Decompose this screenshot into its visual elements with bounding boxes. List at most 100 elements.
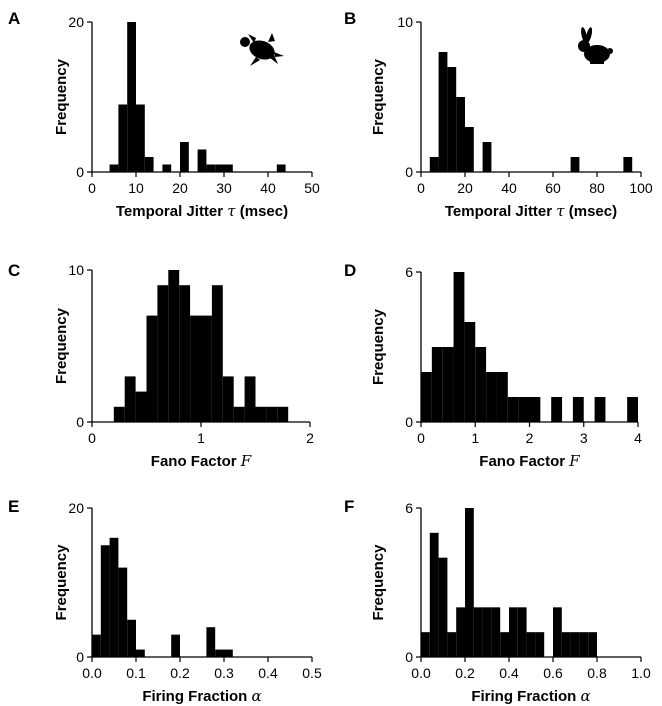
histogram-bar bbox=[465, 127, 474, 172]
histogram-bar bbox=[277, 406, 289, 422]
panel-a: A 0 10 20 30 40 50 0 20 Temporal Jitter τ (msec) F… bbox=[8, 9, 320, 220]
histogram-bar bbox=[421, 372, 432, 422]
histogram-bar bbox=[507, 397, 519, 422]
histogram-bar bbox=[475, 347, 487, 422]
panel-f: F 0.0 0.2 0.4 0.6 0.8 1.0 0 6 Firing Fraction α Fr… bbox=[344, 497, 651, 705]
x-axis-label: Temporal Jitter τ (msec) bbox=[116, 202, 288, 220]
y-tick-label: 0 bbox=[405, 414, 413, 430]
x-tick-label: 20 bbox=[457, 180, 473, 196]
x-tick-label: 0.4 bbox=[258, 665, 278, 681]
y-axis-label: Frequency bbox=[370, 544, 387, 621]
histogram-bar bbox=[211, 285, 223, 422]
histogram-bar bbox=[453, 272, 465, 422]
rabbit-icon bbox=[578, 27, 613, 64]
histogram-bar bbox=[136, 104, 145, 172]
histogram-bar bbox=[627, 397, 638, 422]
panel-letter: E bbox=[8, 497, 19, 516]
histogram-bar bbox=[109, 164, 119, 172]
x-tick-label: 60 bbox=[545, 180, 561, 196]
histogram-bar bbox=[100, 545, 110, 657]
panel-d: D 0 1 2 3 4 0 6 Fano Factor F Frequency bbox=[344, 261, 642, 470]
y-axis-label: Frequency bbox=[53, 544, 70, 621]
histogram-bar bbox=[118, 567, 128, 657]
turtle-icon bbox=[240, 33, 284, 66]
x-axis-label: Fano Factor F bbox=[151, 452, 252, 470]
histogram-bar bbox=[109, 537, 119, 657]
histogram-bar bbox=[144, 157, 154, 172]
histogram-bar bbox=[215, 649, 224, 657]
x-tick-label: 0.0 bbox=[411, 665, 431, 681]
x-tick-label: 80 bbox=[589, 180, 605, 196]
histogram-bar bbox=[456, 607, 465, 657]
y-tick-label: 10 bbox=[68, 262, 84, 278]
x-tick-label: 3 bbox=[580, 430, 588, 446]
histogram-bar bbox=[206, 627, 216, 657]
histogram-bar bbox=[276, 164, 286, 172]
y-tick-label: 0 bbox=[405, 649, 413, 665]
y-tick-label: 0 bbox=[405, 164, 413, 180]
x-tick-label: 40 bbox=[260, 180, 276, 196]
histogram-bar bbox=[486, 372, 497, 422]
histogram-bar bbox=[197, 149, 207, 172]
histogram-bar bbox=[135, 391, 147, 422]
histogram-bar bbox=[136, 649, 145, 657]
histogram-bar bbox=[588, 632, 597, 657]
histogram-bar bbox=[162, 164, 172, 172]
histogram-bar bbox=[623, 157, 633, 172]
x-tick-label: 0.6 bbox=[543, 665, 563, 681]
histogram-bar bbox=[561, 632, 571, 657]
histogram-bar bbox=[157, 285, 169, 422]
x-tick-label: 1.0 bbox=[631, 665, 651, 681]
histogram-bar bbox=[171, 634, 180, 657]
panel-letter: A bbox=[8, 9, 20, 28]
x-tick-label: 100 bbox=[629, 180, 653, 196]
histogram-bar bbox=[517, 607, 527, 657]
panel-c: C 0 1 2 0 10 Fano Factor F Frequency bbox=[8, 261, 314, 470]
x-tick-label: 4 bbox=[634, 430, 642, 446]
x-tick-label: 0.8 bbox=[587, 665, 607, 681]
y-tick-label: 10 bbox=[397, 14, 413, 30]
x-tick-label: 0.3 bbox=[214, 665, 234, 681]
y-tick-label: 0 bbox=[76, 649, 84, 665]
histogram-bar bbox=[456, 97, 465, 172]
histogram-bar bbox=[465, 508, 474, 657]
histogram-bar bbox=[222, 376, 234, 422]
y-tick-label: 20 bbox=[68, 500, 84, 516]
histogram-bar bbox=[224, 164, 233, 172]
x-tick-label: 50 bbox=[304, 180, 320, 196]
x-tick-label: 0 bbox=[417, 430, 425, 446]
y-axis-label: Frequency bbox=[370, 58, 387, 135]
x-tick-label: 0 bbox=[88, 430, 96, 446]
y-tick-label: 20 bbox=[68, 14, 84, 30]
histogram-bar bbox=[206, 164, 216, 172]
histogram-bar bbox=[442, 347, 454, 422]
histogram-bar bbox=[553, 607, 562, 657]
panel-e: E 0.0 0.1 0.2 0.3 0.4 0.5 0 20 Firing Fraction α F… bbox=[8, 497, 322, 705]
x-axis-label: Firing Fraction α bbox=[142, 687, 261, 705]
histogram-bar bbox=[233, 406, 245, 422]
y-tick-label: 6 bbox=[405, 500, 413, 516]
panel-letter: C bbox=[8, 261, 20, 280]
histogram-bar bbox=[570, 157, 580, 172]
x-axis-label: Fano Factor F bbox=[479, 452, 580, 470]
histogram-bar bbox=[594, 397, 606, 422]
histogram-bar bbox=[190, 315, 201, 422]
panel-letter: D bbox=[344, 261, 356, 280]
histogram-bar bbox=[526, 632, 536, 657]
histogram-bar bbox=[529, 397, 541, 422]
histogram-bar bbox=[180, 142, 189, 172]
histogram-bar bbox=[572, 397, 584, 422]
histogram-bar bbox=[447, 67, 457, 172]
histogram-bar bbox=[518, 397, 530, 422]
x-tick-label: 20 bbox=[172, 180, 188, 196]
y-axis-label: Frequency bbox=[53, 58, 70, 135]
x-tick-label: 0.1 bbox=[126, 665, 146, 681]
panel-letter: F bbox=[344, 497, 354, 516]
x-tick-label: 2 bbox=[526, 430, 534, 446]
histogram-bar bbox=[579, 632, 589, 657]
y-axis-label: Frequency bbox=[370, 308, 387, 385]
histogram-bar bbox=[464, 322, 476, 422]
histogram-bar bbox=[266, 406, 278, 422]
y-tick-label: 6 bbox=[405, 264, 413, 280]
